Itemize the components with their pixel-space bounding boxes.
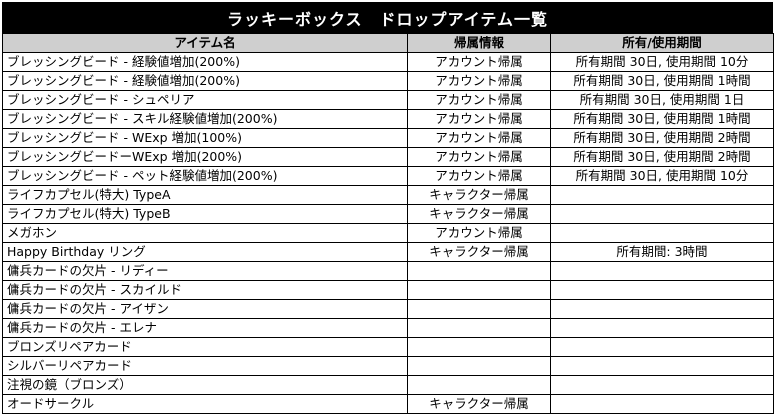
item-name-cell: ブレッシングビードーWExp 増加(200%) <box>2 147 408 167</box>
duration-cell <box>550 318 774 338</box>
table-row: ブレッシングビード - シュペリア アカウント帰属 所有期間 30日, 使用期間 1… <box>2 90 774 110</box>
item-name-cell: ブレッシングビード - WExp 増加(100%) <box>2 128 408 148</box>
header-binding-info: 帰属情報 <box>407 33 551 53</box>
item-name-cell: メガホン <box>2 223 408 243</box>
duration-cell <box>550 223 774 243</box>
header-duration: 所有/使用期間 <box>550 33 774 53</box>
duration-cell: 所有期間 30日, 使用期間 10分 <box>550 52 774 72</box>
binding-cell: キャラクター帰属 <box>407 185 551 205</box>
table-row: ブレッシングビード - 経験値増加(200%) アカウント帰属 所有期間 30日, … <box>2 71 774 91</box>
duration-cell: 所有期間 30日, 使用期間 2時間 <box>550 128 774 148</box>
item-name-cell: Happy Birthday リング <box>2 242 408 262</box>
binding-cell: アカウント帰属 <box>407 128 551 148</box>
item-name-cell: 傭兵カードの欠片 - スカイルド <box>2 280 408 300</box>
table-row: Happy Birthday リング キャラクター帰属 所有期間: 3時間 <box>2 242 774 262</box>
binding-cell <box>407 337 551 357</box>
table-row: 傭兵カードの欠片 - リディー <box>2 261 774 281</box>
item-name-cell: ブレッシングビード - 経験値増加(200%) <box>2 52 408 72</box>
item-name-cell: 注視の鏡（ブロンズ） <box>2 375 408 395</box>
item-name-cell: ブレッシングビード - ペット経験値増加(200%) <box>2 166 408 186</box>
binding-cell: キャラクター帰属 <box>407 394 551 414</box>
binding-cell: アカウント帰属 <box>407 71 551 91</box>
duration-cell <box>550 261 774 281</box>
duration-cell <box>550 394 774 414</box>
item-name-cell: ブレッシングビード - スキル経験値増加(200%) <box>2 109 408 129</box>
duration-cell <box>550 356 774 376</box>
header-row: アイテム名 帰属情報 所有/使用期間 <box>2 33 774 53</box>
table-row: ブロンズリペアカード <box>2 337 774 357</box>
table-row: ブレッシングビード - 経験値増加(200%) アカウント帰属 所有期間 30日, … <box>2 52 774 72</box>
table-row: ライフカプセル(特大) TypeA キャラクター帰属 <box>2 185 774 205</box>
table-row: ライフカプセル(特大) TypeB キャラクター帰属 <box>2 204 774 224</box>
binding-cell: キャラクター帰属 <box>407 242 551 262</box>
duration-cell: 所有期間 30日, 使用期間 2時間 <box>550 147 774 167</box>
table-row: ブレッシングビード - スキル経験値増加(200%) アカウント帰属 所有期間 30… <box>2 109 774 129</box>
duration-cell <box>550 185 774 205</box>
item-name-cell: シルバーリペアカード <box>2 356 408 376</box>
item-name-cell: ライフカプセル(特大) TypeB <box>2 204 408 224</box>
binding-cell <box>407 318 551 338</box>
table-row: メガホン アカウント帰属 <box>2 223 774 243</box>
binding-cell <box>407 280 551 300</box>
item-name-cell: ライフカプセル(特大) TypeA <box>2 185 408 205</box>
duration-cell <box>550 204 774 224</box>
binding-cell <box>407 375 551 395</box>
item-name-cell: 傭兵カードの欠片 - エレナ <box>2 318 408 338</box>
item-table: アイテム名 帰属情報 所有/使用期間 ブレッシングビード - 経験値増加(200… <box>2 33 774 414</box>
duration-cell: 所有期間 30日, 使用期間 1時間 <box>550 71 774 91</box>
item-name-cell: オードサークル <box>2 394 408 414</box>
binding-cell: キャラクター帰属 <box>407 204 551 224</box>
table-row: 注視の鏡（ブロンズ） <box>2 375 774 395</box>
binding-cell <box>407 356 551 376</box>
table-title: ラッキーボックス ドロップアイテム一覧 <box>2 2 773 33</box>
binding-cell: アカウント帰属 <box>407 223 551 243</box>
binding-cell: アカウント帰属 <box>407 90 551 110</box>
binding-cell: アカウント帰属 <box>407 109 551 129</box>
duration-cell: 所有期間 30日, 使用期間 1日 <box>550 90 774 110</box>
duration-cell <box>550 280 774 300</box>
table-row: ブレッシングビードーWExp 増加(200%) アカウント帰属 所有期間 30日, … <box>2 147 774 167</box>
table-row: ブレッシングビード - ペット経験値増加(200%) アカウント帰属 所有期間 30… <box>2 166 774 186</box>
table-row: ブレッシングビード - WExp 増加(100%) アカウント帰属 所有期間 30日… <box>2 128 774 148</box>
binding-cell: アカウント帰属 <box>407 166 551 186</box>
table-row: シルバーリペアカード <box>2 356 774 376</box>
binding-cell <box>407 261 551 281</box>
binding-cell <box>407 299 551 319</box>
table-row: 傭兵カードの欠片 - エレナ <box>2 318 774 338</box>
table-row: オードサークル キャラクター帰属 <box>2 394 774 414</box>
item-name-cell: 傭兵カードの欠片 - アイザン <box>2 299 408 319</box>
item-name-cell: 傭兵カードの欠片 - リディー <box>2 261 408 281</box>
item-name-cell: ブロンズリペアカード <box>2 337 408 357</box>
table-row: 傭兵カードの欠片 - アイザン <box>2 299 774 319</box>
duration-cell: 所有期間 30日, 使用期間 1時間 <box>550 109 774 129</box>
table-row: 傭兵カードの欠片 - スカイルド <box>2 280 774 300</box>
binding-cell: アカウント帰属 <box>407 52 551 72</box>
duration-cell: 所有期間 30日, 使用期間 10分 <box>550 166 774 186</box>
binding-cell: アカウント帰属 <box>407 147 551 167</box>
duration-cell: 所有期間: 3時間 <box>550 242 774 262</box>
header-item-name: アイテム名 <box>2 33 408 53</box>
duration-cell <box>550 375 774 395</box>
duration-cell <box>550 337 774 357</box>
duration-cell <box>550 299 774 319</box>
item-name-cell: ブレッシングビード - 経験値増加(200%) <box>2 71 408 91</box>
item-name-cell: ブレッシングビード - シュペリア <box>2 90 408 110</box>
